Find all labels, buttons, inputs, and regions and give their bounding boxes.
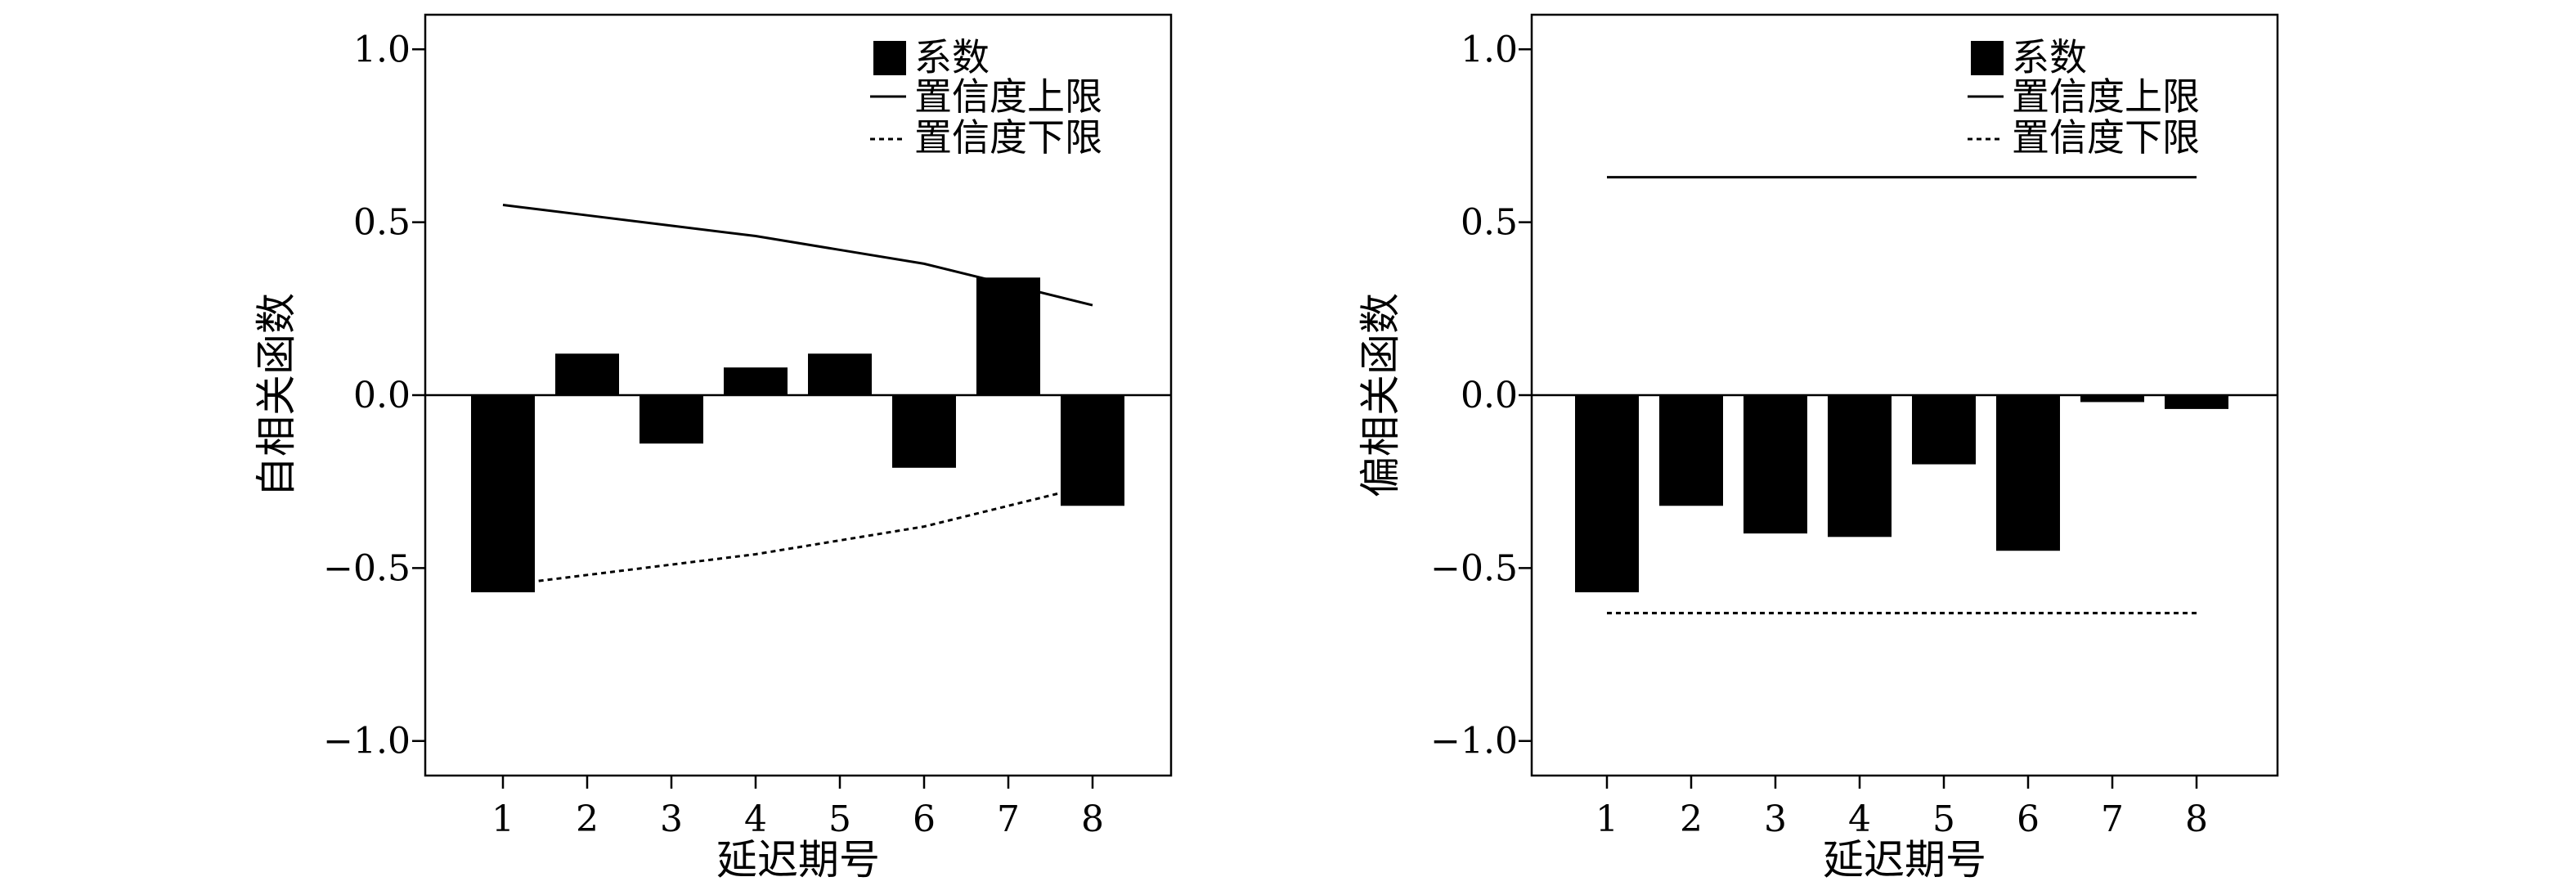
legend-label-upper: 置信度上限 (2012, 74, 2200, 119)
x-tick-label: 2 (1680, 798, 1703, 840)
legend-label-coefficient: 系数 (2012, 35, 2087, 79)
legend-swatch-coefficient (873, 41, 906, 75)
x-tick-label: 6 (913, 798, 936, 840)
bar-lag-5 (1912, 395, 1976, 465)
x-tick-label: 5 (828, 798, 851, 840)
bar-lag-7 (2080, 395, 2144, 403)
bar-lag-2 (555, 353, 619, 395)
y-axis-label: 自相关函数 (253, 293, 300, 497)
y-tick-label: 0.5 (353, 202, 411, 244)
bar-lag-4 (1828, 395, 1892, 537)
x-tick-label: 6 (2017, 798, 2040, 840)
bar-lag-6 (892, 395, 956, 468)
bar-lag-7 (976, 277, 1040, 395)
legend-swatch-coefficient (1971, 41, 2004, 75)
bar-lag-3 (640, 395, 703, 444)
x-axis-label: 延迟期号 (1823, 836, 1986, 884)
bar-lag-4 (724, 367, 788, 395)
x-tick-label: 7 (2101, 798, 2124, 840)
chart-panel-1: 1.0 0.5 0.0 −0.5 −1.0 1 2 3 4 5 6 7 8 延迟期号 自相关函数 系数置信度上… (253, 13, 1173, 884)
x-tick-label: 8 (1081, 798, 1104, 840)
x-axis-label: 延迟期号 (716, 836, 880, 884)
x-tick-label: 4 (1848, 798, 1871, 840)
x-tick-label: 3 (1764, 798, 1787, 840)
bar-lag-3 (1744, 395, 1807, 534)
bar-lag-6 (1996, 395, 2060, 551)
y-tick-label: −1.0 (323, 721, 411, 762)
y-tick-label: 0.5 (1461, 202, 1518, 244)
y-tick-label: 0.0 (353, 375, 411, 416)
legend-label-lower: 置信度下限 (914, 115, 1102, 160)
x-tick-label: 1 (491, 798, 514, 840)
bar-lag-1 (471, 395, 535, 592)
bar-lag-5 (808, 353, 872, 395)
legend-label-lower: 置信度下限 (2012, 115, 2200, 160)
x-tick-label: 3 (660, 798, 683, 840)
y-tick-label: −0.5 (1430, 547, 1518, 589)
upper-confidence-line (502, 204, 1093, 307)
legend-label-upper: 置信度上限 (914, 74, 1102, 119)
y-tick-label: 1.0 (353, 29, 411, 70)
bar-lag-8 (1061, 395, 1124, 506)
bar-lag-1 (1575, 395, 1639, 592)
x-tick-label: 5 (1932, 798, 1955, 840)
bar-lag-2 (1659, 395, 1723, 506)
x-tick-label: 2 (576, 798, 599, 840)
y-tick-label: −1.0 (1430, 721, 1518, 762)
lower-confidence-line (502, 483, 1093, 587)
x-tick-label: 7 (997, 798, 1020, 840)
bar-lag-8 (2165, 395, 2228, 409)
y-tick-label: −0.5 (323, 547, 411, 589)
legend-label-coefficient: 系数 (914, 35, 990, 79)
x-tick-label: 8 (2185, 798, 2208, 840)
x-tick-label: 4 (744, 798, 767, 840)
x-tick-label: 1 (1595, 798, 1618, 840)
y-axis-label: 偏相关函数 (1357, 293, 1404, 497)
y-tick-label: 1.0 (1461, 29, 1518, 70)
chart-panel-2: 1.0 0.5 0.0 −0.5 −1.0 1 2 3 4 5 6 7 8 延迟期号 偏相关函数 系数置信度上… (1357, 13, 2279, 884)
y-tick-label: 0.0 (1461, 375, 1518, 416)
